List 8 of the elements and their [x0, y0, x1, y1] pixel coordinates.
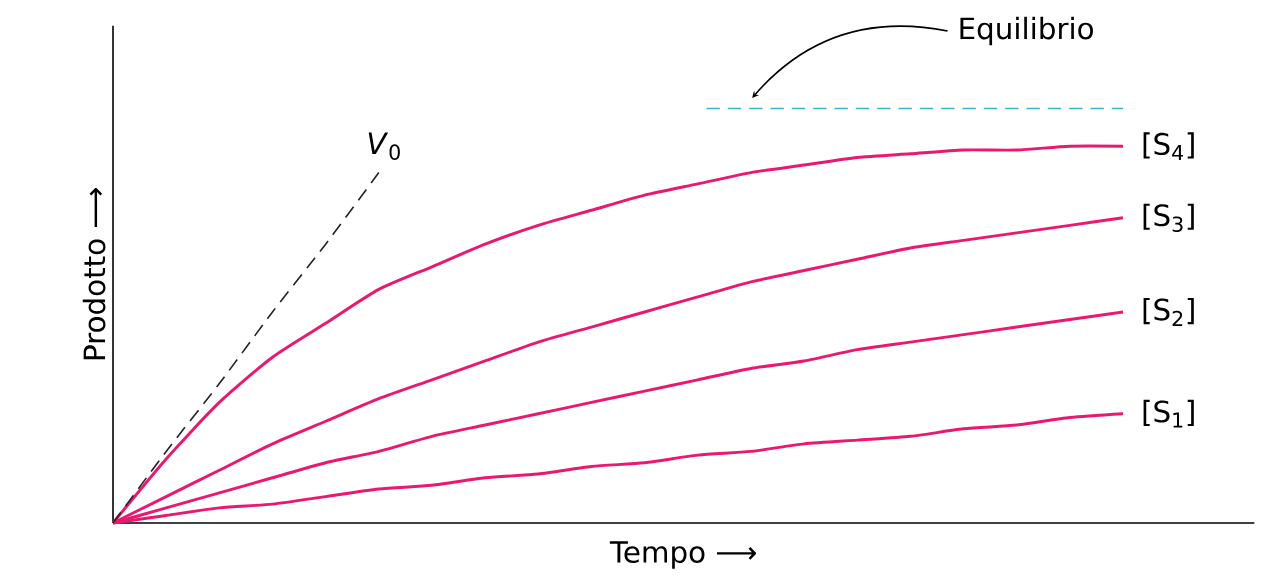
series-label: [S$_{4}$] [1143, 132, 1194, 161]
series-label: [S$_{2}$] [1143, 297, 1194, 326]
series-label: V$_{0}$ [368, 132, 400, 160]
y-axis-title: Prodotto ⟶ [82, 188, 106, 360]
series-label: [S$_{3}$] [1143, 203, 1194, 232]
series-label: [S$_{1}$] [1143, 399, 1194, 428]
ref-line-label: Equilibrio [960, 16, 1093, 46]
x-axis-title: Tempo ⟶ [609, 541, 756, 569]
